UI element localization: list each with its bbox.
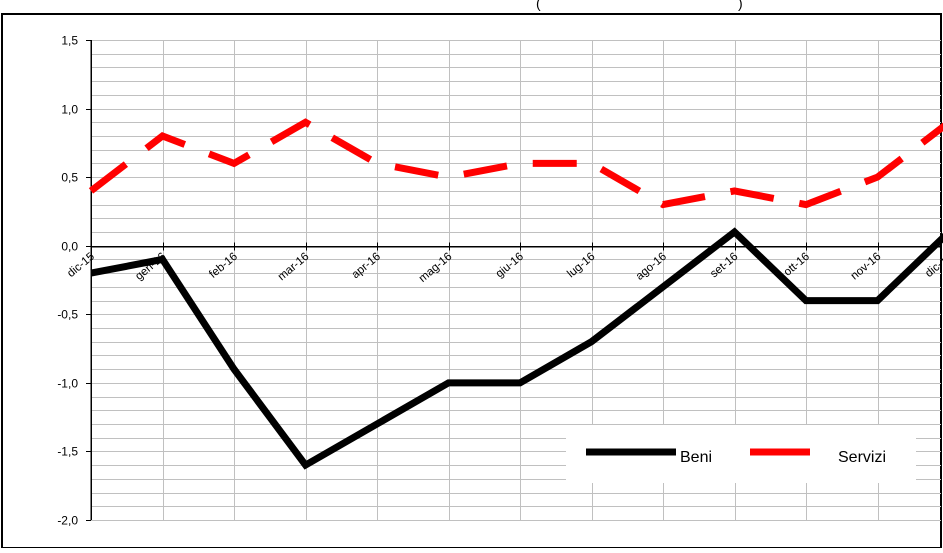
legend: Beni Servizi (566, 425, 916, 483)
y-tick-labels: 1,5 1,0 0,5 0,0 -0,5 -1,0 -1,5 -2,0 (57, 34, 78, 528)
axes (86, 40, 941, 521)
legend-label-beni: Beni (680, 449, 712, 466)
series-line-servizi (88, 118, 943, 209)
series-lines (88, 118, 943, 470)
y-tick-label: 0,5 (61, 171, 78, 185)
chart-title: ( ) (536, 0, 743, 11)
y-tick-label: -2,0 (57, 514, 78, 528)
legend-label-servizi: Servizi (838, 449, 886, 466)
y-tick-label: 1,5 (61, 34, 78, 48)
title-open-paren: ( (536, 0, 541, 11)
series-line-beni (90, 227, 943, 470)
y-tick-label: -0,5 (57, 308, 78, 322)
y-tick-label: 0,0 (61, 240, 78, 254)
y-tick-label: -1,0 (57, 377, 78, 391)
title-close-paren: ) (738, 0, 743, 11)
y-tick-label: 1,0 (61, 103, 78, 117)
y-tick-label: -1,5 (57, 445, 78, 459)
